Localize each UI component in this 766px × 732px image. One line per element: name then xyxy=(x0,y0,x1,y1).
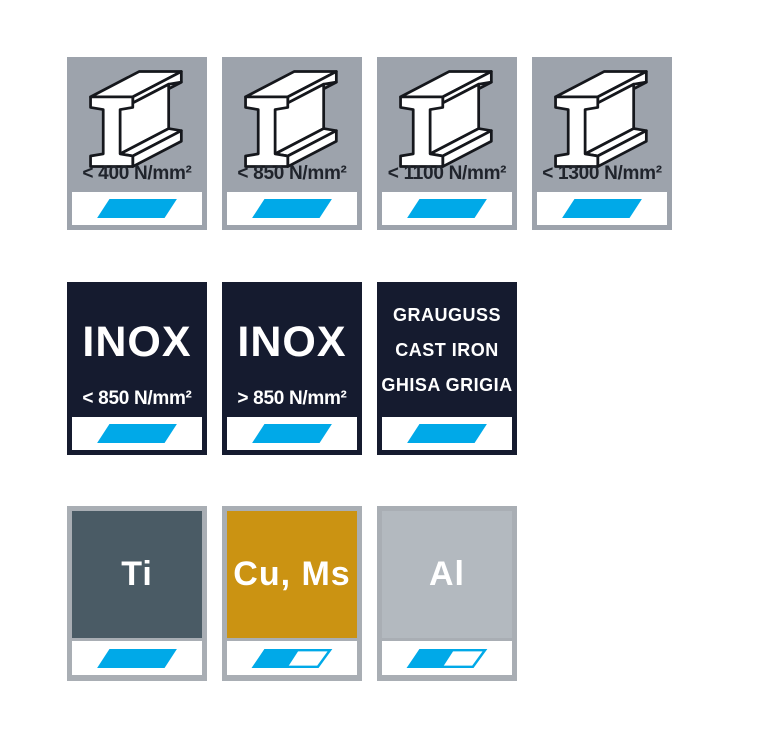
inox-title: INOX xyxy=(237,318,347,366)
suitability-full-icon xyxy=(96,649,178,668)
suitability-strip xyxy=(227,192,357,225)
inox-title: INOX xyxy=(82,318,192,366)
tensile-strength-label: < 850 N/mm² xyxy=(82,388,192,409)
metal-symbol: Al xyxy=(429,555,465,593)
titanium-swatch: Ti xyxy=(72,511,202,638)
suitability-full-icon xyxy=(251,199,333,218)
suitability-strip xyxy=(227,417,357,450)
cast-iron-labels: GRAUGUSS CAST IRON GHISA GRIGIA xyxy=(377,298,517,403)
i-beam-icon xyxy=(394,61,500,175)
material-tile-steel-lt1100: < 1100 N/mm² xyxy=(377,57,517,230)
suitability-strip xyxy=(72,192,202,225)
material-tile-aluminum: Al xyxy=(377,506,517,681)
suitability-full-icon xyxy=(561,199,643,218)
tensile-strength-label: > 850 N/mm² xyxy=(237,388,347,409)
tensile-strength-label: < 1100 N/mm² xyxy=(387,163,507,184)
metal-symbol: Cu, Ms xyxy=(233,555,351,593)
material-tile-inox-gt850: INOX > 850 N/mm² xyxy=(222,282,362,455)
metal-symbol: Ti xyxy=(121,555,153,593)
material-tile-inox-lt850: INOX < 850 N/mm² xyxy=(67,282,207,455)
suitability-full-icon xyxy=(251,424,333,443)
copper-brass-swatch: Cu, Ms xyxy=(227,511,357,638)
suitability-strip xyxy=(72,417,202,450)
suitability-strip xyxy=(382,417,512,450)
material-tile-copper-brass: Cu, Ms xyxy=(222,506,362,681)
suitability-half-icon xyxy=(251,649,333,668)
suitability-strip xyxy=(382,641,512,675)
suitability-full-icon xyxy=(406,199,488,218)
i-beam-icon xyxy=(549,61,655,175)
material-tile-steel-lt850: < 850 N/mm² xyxy=(222,57,362,230)
tensile-strength-label: < 1300 N/mm² xyxy=(542,163,662,184)
suitability-full-icon xyxy=(96,424,178,443)
material-tile-cast-iron: GRAUGUSS CAST IRON GHISA GRIGIA xyxy=(377,282,517,455)
suitability-strip xyxy=(382,192,512,225)
cast-iron-label-it: GHISA GRIGIA xyxy=(381,375,513,395)
tensile-strength-label: < 400 N/mm² xyxy=(82,163,192,184)
i-beam-icon xyxy=(84,61,190,175)
i-beam-icon xyxy=(239,61,345,175)
material-tile-titanium: Ti xyxy=(67,506,207,681)
suitability-full-icon xyxy=(406,424,488,443)
cast-iron-label-de: GRAUGUSS xyxy=(392,305,501,325)
aluminum-swatch: Al xyxy=(382,511,512,638)
tensile-strength-label: < 850 N/mm² xyxy=(237,163,347,184)
suitability-half-icon xyxy=(406,649,488,668)
suitability-strip xyxy=(537,192,667,225)
suitability-strip xyxy=(72,641,202,675)
cast-iron-label-en: CAST IRON xyxy=(395,340,499,360)
suitability-strip xyxy=(227,641,357,675)
material-tile-steel-lt400: < 400 N/mm² xyxy=(67,57,207,230)
material-tile-steel-lt1300: < 1300 N/mm² xyxy=(532,57,672,230)
suitability-full-icon xyxy=(96,199,178,218)
